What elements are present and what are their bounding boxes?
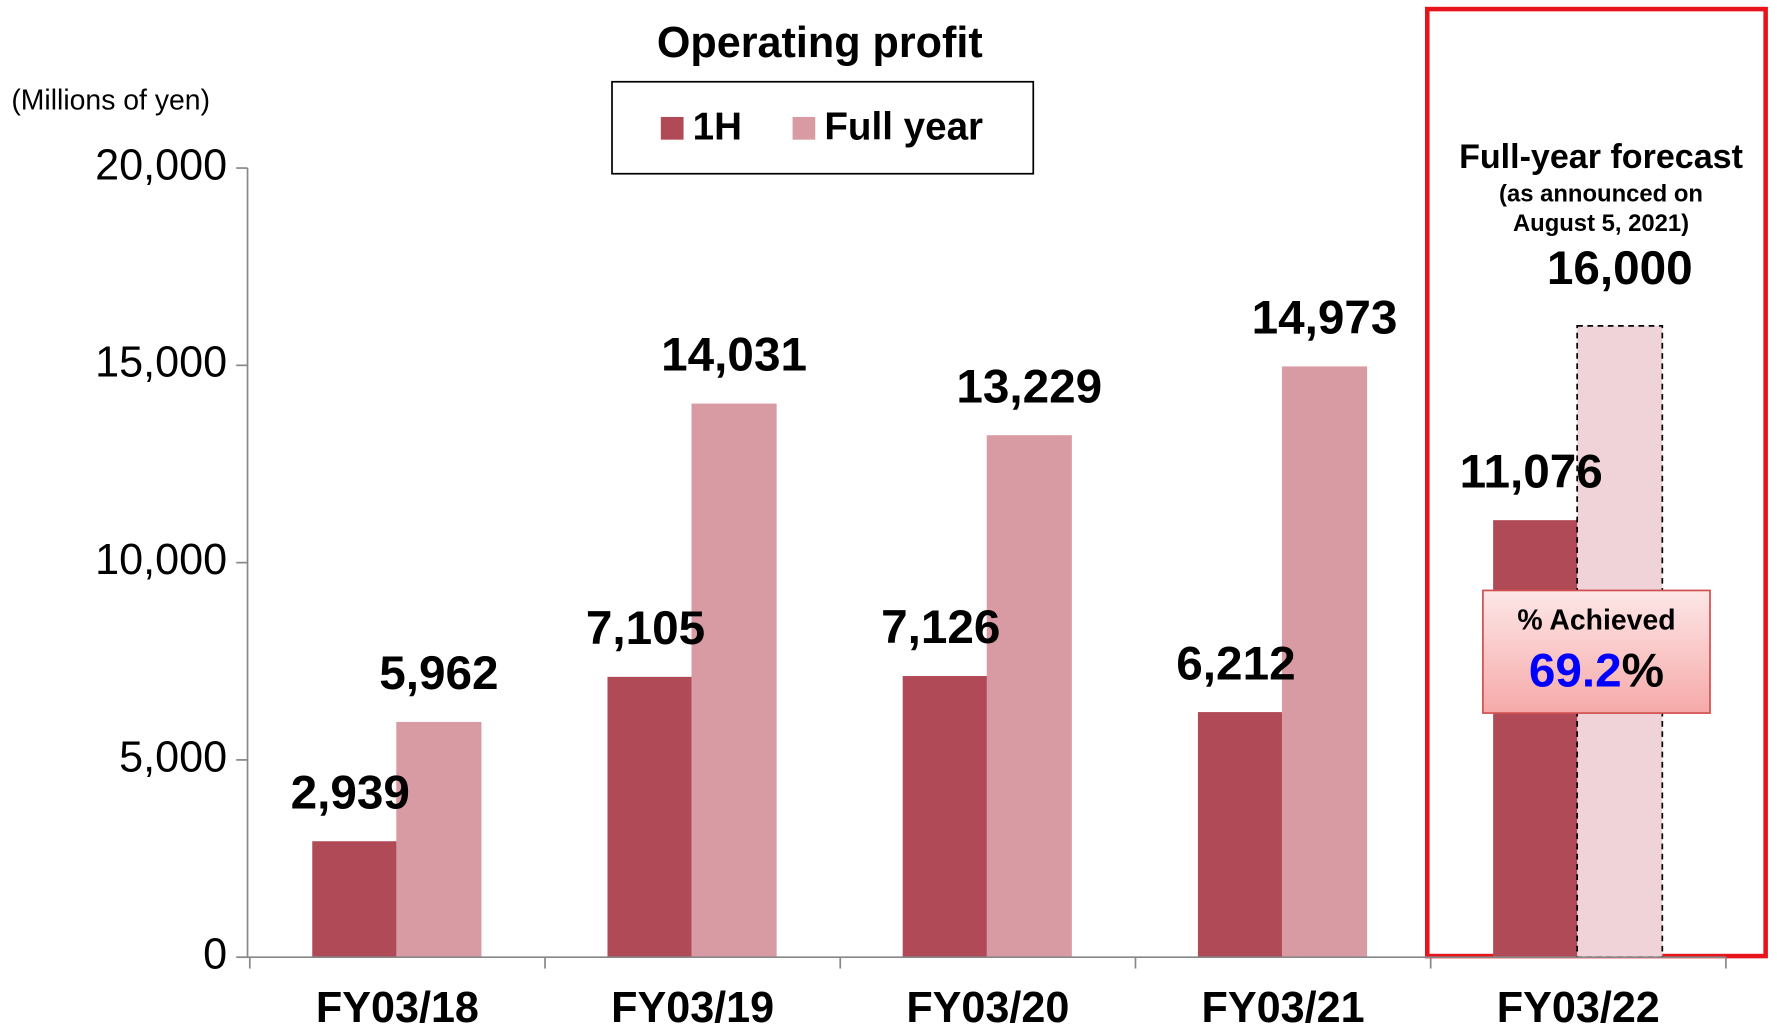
bar	[902, 676, 988, 958]
achieved-box: % Achieved 69.2%	[1482, 589, 1711, 714]
bar	[1197, 712, 1284, 958]
y-axis-label: (Millions of yen)	[11, 85, 210, 117]
x-tick-label: FY03/22	[1497, 984, 1660, 1031]
achieved-unit: %	[1622, 644, 1664, 697]
bar	[607, 676, 693, 958]
value-label: 14,973	[1252, 292, 1398, 345]
achieved-label: % Achieved	[1517, 605, 1675, 637]
value-label: 6,212	[1176, 637, 1295, 690]
value-label: 14,031	[661, 329, 807, 382]
x-tick-label: FY03/18	[316, 984, 479, 1031]
y-tick-label: 20,000	[95, 141, 227, 189]
value-label: 2,939	[291, 766, 410, 819]
legend-swatch	[660, 116, 684, 140]
value-label: 7,126	[881, 601, 1000, 654]
value-label: 5,962	[379, 647, 498, 700]
y-tick-label: 0	[203, 931, 227, 979]
bar	[1493, 520, 1579, 958]
bar	[986, 435, 1072, 958]
forecast-title: Full-year forecast	[1459, 138, 1743, 176]
y-tick-label: 5,000	[119, 733, 227, 781]
value-label: 7,105	[586, 602, 705, 655]
bar	[396, 721, 482, 958]
bar	[1281, 366, 1368, 958]
x-tick-label: FY03/20	[906, 984, 1069, 1031]
y-tick-label: 10,000	[95, 536, 227, 584]
forecast-note: August 5, 2021)	[1513, 210, 1689, 237]
bar	[312, 841, 398, 958]
achieved-background	[1482, 589, 1711, 714]
legend-label: Full year	[824, 106, 983, 149]
chart-title: Operating profit	[657, 19, 983, 67]
value-label: 11,076	[1460, 445, 1603, 498]
legend-swatch	[792, 116, 816, 140]
forecast-note: (as announced on	[1499, 181, 1703, 208]
x-tick-label: FY03/19	[611, 984, 774, 1031]
achieved-value: 69.2	[1529, 644, 1622, 697]
achieved-text: 69.2%	[1529, 644, 1664, 697]
legend-box	[611, 80, 1035, 175]
x-tick-label: FY03/21	[1202, 984, 1365, 1031]
value-label: 13,229	[956, 360, 1102, 413]
value-label: 16,000	[1547, 242, 1693, 295]
legend-label: 1H	[693, 106, 742, 149]
y-tick-label: 15,000	[95, 339, 227, 387]
bar	[691, 403, 777, 958]
